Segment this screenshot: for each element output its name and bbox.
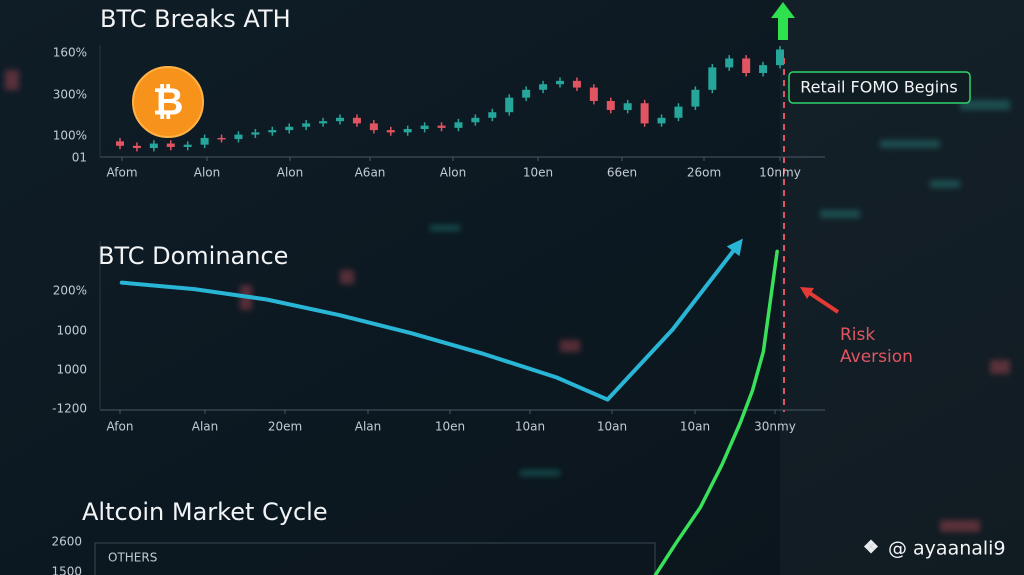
candle-body	[623, 103, 632, 110]
candle-body	[691, 89, 700, 107]
candle-body	[183, 144, 192, 147]
bitcoin-symbol: ₿	[153, 80, 184, 124]
up-arrow	[771, 2, 795, 40]
background-decoration	[5, 70, 1010, 532]
candle-body	[302, 123, 311, 127]
annotation: Risk	[840, 325, 875, 345]
candle-body	[352, 117, 361, 124]
x-tick-label: Alan	[192, 420, 219, 434]
candle-body	[217, 137, 226, 140]
candle-body	[674, 106, 683, 118]
pointer-arrow-head	[800, 287, 814, 299]
x-tick-label: 10en	[435, 420, 465, 434]
pointer-arrow	[806, 290, 840, 314]
candle-body	[268, 130, 277, 133]
candle-body	[488, 112, 497, 118]
candle-body	[132, 145, 141, 149]
x-tick-label: 66en	[607, 166, 637, 180]
candle-body	[776, 49, 784, 66]
x-tick-label: 10en	[523, 166, 553, 180]
x-tick-label: A6an	[355, 166, 386, 180]
x-tick-label: 10an	[680, 420, 710, 434]
candle-body	[640, 103, 649, 124]
panel-label: OTHERS	[108, 551, 157, 565]
x-tick-label: Alon	[440, 166, 467, 180]
candle-body	[386, 130, 395, 133]
candle-body	[454, 122, 463, 128]
candle-body	[420, 125, 429, 129]
y-tick-label: -1200	[52, 402, 87, 416]
y-tick-label: 100%	[53, 129, 87, 143]
y-tick-label: 1000	[56, 363, 87, 377]
candle-body	[251, 132, 260, 135]
candle-body	[572, 80, 581, 88]
candle-body	[505, 97, 514, 113]
candle-body	[759, 65, 768, 73]
candle-body	[539, 84, 548, 90]
y-tick-label: 1500	[51, 565, 82, 575]
candle-body	[336, 117, 344, 122]
x-tick-label: Alon	[194, 166, 221, 180]
x-tick-label: Alon	[277, 166, 304, 180]
candle-body	[589, 87, 598, 101]
chart-title: Altcoin Market Cycle	[82, 498, 328, 526]
candle-body	[166, 143, 175, 147]
arrow-head	[726, 238, 743, 257]
x-tick-label: 20em	[268, 420, 302, 434]
y-tick-label: 1000	[56, 324, 87, 338]
x-tick-label: 10an	[515, 420, 545, 434]
x-tick-label: 10nmy	[759, 166, 801, 180]
x-tick-label: Afom	[106, 166, 137, 180]
candle-body	[403, 129, 412, 133]
x-tick-label: Afon	[107, 420, 134, 434]
y-tick-label: 300%	[53, 88, 87, 102]
candle-body	[116, 141, 124, 146]
x-tick-label: Alan	[355, 420, 382, 434]
candle-body	[522, 89, 531, 98]
candle-body	[725, 58, 734, 68]
candle-body	[285, 126, 294, 131]
candle-body	[606, 101, 615, 110]
x-tick-label: 26om	[687, 166, 721, 180]
x-tick-label: 10an	[597, 420, 627, 434]
chart-title: BTC Dominance	[98, 242, 288, 270]
candle-body	[708, 67, 717, 90]
y-tick-label: 2600	[51, 535, 82, 549]
candle-body	[149, 143, 158, 149]
y-tick-label: 200%	[53, 284, 87, 298]
candle-body	[556, 80, 564, 85]
candle-body	[742, 58, 751, 73]
chart-title: BTC Breaks ATH	[100, 5, 291, 33]
panel-frame	[94, 542, 656, 575]
line-series	[119, 242, 740, 402]
bitcoin-logo	[132, 66, 204, 138]
annotation: Retail FOMO Begins	[800, 78, 957, 97]
annotation: Aversion	[840, 347, 913, 367]
candle-body	[471, 117, 480, 123]
watermark: @ ayaanali9	[888, 538, 1006, 560]
candle-body	[319, 121, 328, 124]
candle-body	[437, 125, 446, 128]
y-tick-label: 160%	[53, 46, 87, 60]
y-tick-label: 01	[72, 151, 87, 165]
candle-body	[234, 134, 243, 140]
x-tick-label: 30nmy	[754, 420, 796, 434]
candle-body	[657, 117, 666, 124]
line-series	[653, 249, 779, 575]
candle-body	[200, 137, 209, 145]
annotation-box	[788, 71, 971, 104]
binance-logo	[863, 539, 879, 554]
candle-body	[369, 123, 378, 131]
